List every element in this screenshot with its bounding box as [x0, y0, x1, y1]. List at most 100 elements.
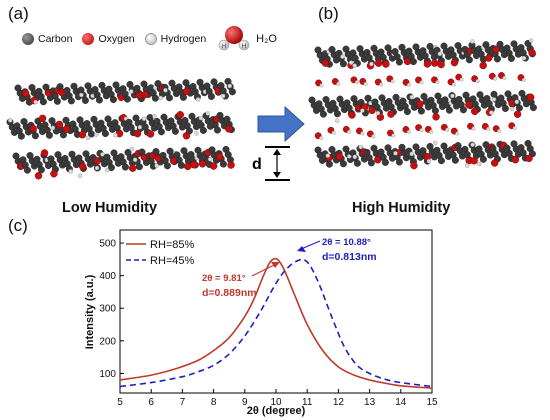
water-hydrogen	[471, 126, 476, 131]
hydrogen-atom	[409, 94, 414, 100]
water-hydrogen	[391, 133, 396, 138]
legend-water-label: H₂O	[256, 33, 277, 45]
oxygen-atom	[38, 114, 47, 123]
oxygen-atom	[465, 101, 473, 109]
carbon-atom	[207, 92, 215, 100]
legend-oxygen-label: Oxygen	[98, 33, 135, 45]
oxygen-atom	[410, 161, 418, 170]
carbon-atom	[437, 157, 445, 165]
hydrogen-atom	[158, 95, 163, 101]
hydrogen-atom	[340, 54, 345, 59]
hydrogen-atom	[205, 111, 211, 116]
oxygen-atom	[215, 153, 224, 161]
water-hydrogen	[406, 130, 411, 134]
y-tick-label: 500	[99, 239, 116, 250]
caption-low-humidity: Low Humidity	[62, 200, 158, 216]
annotation-rh45-arrow-line	[300, 240, 321, 250]
carbon-atom	[381, 158, 389, 166]
water-hydrogen	[331, 130, 336, 135]
oxygen-atom	[374, 59, 383, 67]
oxygen-atom	[382, 60, 390, 68]
y-axis-ticks: 100 200 300 400 500	[99, 239, 124, 380]
water-hydrogen	[486, 126, 491, 131]
oxygen-atom	[485, 54, 493, 62]
hydrogen-atom	[227, 83, 232, 89]
hydrogen-atom	[113, 133, 118, 138]
carbon-atom	[23, 166, 31, 174]
hydrogen-atom	[141, 116, 147, 121]
oxygen-atom	[225, 125, 233, 133]
high-humidity-layers	[308, 38, 537, 170]
carbon-atom	[339, 160, 347, 168]
carbon-atom	[395, 158, 403, 166]
x-tick-label: 11	[302, 397, 313, 408]
oxygen-atom	[133, 129, 142, 138]
hydrogen-atom	[94, 165, 100, 171]
carbon-atom	[431, 107, 439, 115]
oxygen-atom	[182, 87, 191, 96]
oxygen-atom	[437, 60, 445, 69]
hydrogen-atom	[334, 118, 340, 123]
hydrogen-atom	[369, 61, 374, 67]
annotation-rh85-arrow-icon	[271, 262, 280, 268]
water-molecule-icon: H H	[218, 26, 250, 51]
hydrogen-atom	[528, 38, 534, 43]
carbon-atom	[353, 159, 361, 167]
water-hydrogen	[419, 128, 424, 132]
carbon-atom	[53, 97, 61, 105]
oxygen-atom	[182, 132, 191, 140]
hydrogen-atom	[514, 99, 520, 105]
hydrogen-atom	[77, 173, 83, 179]
carbon-atom	[59, 131, 67, 139]
hydrogen-atom	[194, 131, 199, 136]
hydrogen-atom	[221, 93, 226, 99]
water-hydrogen	[475, 79, 480, 84]
water-hydrogen	[512, 126, 517, 131]
hydrogen-atom	[325, 153, 331, 158]
oxygen-atom	[321, 59, 330, 67]
carbon-atom	[339, 60, 347, 68]
oxygen-atom	[184, 162, 192, 171]
panel-label-c: (c)	[8, 216, 28, 235]
water-hydrogen	[336, 82, 341, 86]
x-tick-label: 14	[395, 397, 407, 408]
x-tick-label: 6	[148, 397, 154, 408]
carbon-atom	[45, 131, 53, 139]
carbon-atom	[319, 110, 327, 118]
water-hydrogen	[435, 80, 440, 85]
hydrogen-atom	[450, 93, 455, 99]
oxygen-atom	[511, 156, 520, 164]
carbon-atom	[123, 95, 131, 103]
oxygen-atom	[423, 60, 432, 68]
oxygen-atom	[348, 111, 356, 119]
hydrogen-atom	[464, 163, 470, 168]
oxygen-atom	[450, 58, 459, 67]
water-hydrogen	[459, 77, 464, 82]
oxygen-atom	[29, 124, 37, 133]
oxygen-atom	[146, 130, 155, 138]
hydrogen-atom	[521, 55, 527, 61]
oxygen-atom	[34, 172, 43, 180]
hydrogen-atom	[409, 151, 414, 157]
oxygen-atom	[416, 100, 424, 108]
hydrogen-atom	[85, 135, 91, 141]
oxygen-atom	[387, 110, 395, 118]
water-hydrogen	[493, 76, 498, 81]
legend-hydrogen: Hydrogen	[144, 33, 206, 45]
oxygen-atom	[40, 149, 49, 157]
annotation-rh45-arrow-icon	[297, 246, 306, 252]
carbon-atom	[403, 108, 411, 116]
carbon-atom	[171, 127, 179, 135]
hydrogen-atom	[476, 161, 482, 167]
hydrogen-atom	[352, 154, 358, 160]
x-tick-label: 8	[211, 397, 217, 408]
carbon-atom	[395, 58, 403, 66]
carbon-atom	[213, 126, 221, 134]
oxygen-atom	[78, 162, 87, 171]
low-humidity-layers	[6, 77, 236, 180]
hydrogen-atom	[198, 115, 204, 121]
hydrogen-atom	[50, 125, 56, 131]
oxygen-atom	[128, 164, 137, 172]
water-hydrogen	[455, 131, 460, 136]
